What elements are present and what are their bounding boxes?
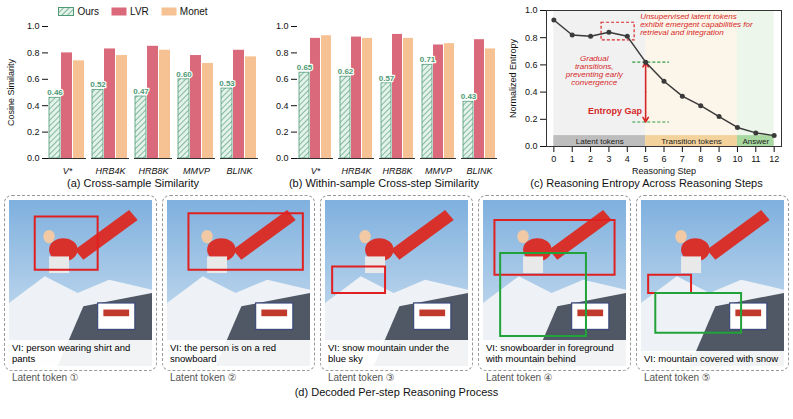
html-text:Latent token ②: Latent token ②: [170, 372, 237, 383]
svg-text:0.46: 0.46: [47, 88, 63, 97]
svg-text:6: 6: [661, 154, 666, 164]
svg-text:HRB8K: HRB8K: [382, 166, 413, 176]
svg-text:Gradualtransitions,preventing: Gradualtransitions,preventing earlyconve…: [565, 54, 624, 87]
svg-text:7: 7: [680, 154, 685, 164]
svg-text:3: 3: [606, 154, 611, 164]
svg-text:0.6: 0.6: [276, 74, 289, 84]
html-text:(b) Within-sample Cross-step S: (b) Within-sample Cross-step Similarity: [289, 177, 479, 189]
svg-text:1.0: 1.0: [525, 5, 538, 15]
svg-text:HRB4K: HRB4K: [95, 166, 126, 176]
svg-text:MMVP: MMVP: [425, 166, 452, 176]
svg-text:BLINK: BLINK: [226, 166, 253, 176]
html-text:(a) Cross-sample Similarity: (a) Cross-sample Similarity: [67, 177, 199, 189]
svg-text:V*: V*: [311, 166, 321, 176]
svg-text:BLINK: BLINK: [466, 166, 493, 176]
svg-text:12: 12: [769, 154, 779, 164]
svg-text:Unsupervised latent tokensexhi: Unsupervised latent tokensexhibit emerge…: [640, 12, 753, 37]
svg-text:0.6: 0.6: [27, 74, 40, 84]
svg-text:0.8: 0.8: [276, 48, 289, 58]
svg-text:2: 2: [588, 154, 593, 164]
html-text:(c) Reasoning Entropy Across R: (c) Reasoning Entropy Across Reasoning S…: [530, 177, 763, 189]
html-text:Latent token ①: Latent token ①: [12, 372, 79, 383]
svg-text:Entropy Gap: Entropy Gap: [588, 106, 643, 116]
svg-text:Transition tokens: Transition tokens: [661, 137, 722, 146]
svg-text:0.53: 0.53: [219, 79, 235, 88]
html-text:VI: snow mountain under the bl: VI: snow mountain under the blue sky: [328, 342, 449, 364]
svg-text:HRB4K: HRB4K: [341, 166, 372, 176]
svg-text:0.2: 0.2: [27, 127, 40, 137]
svg-text:0.62: 0.62: [338, 67, 354, 76]
html-text:Latent token ⑤: Latent token ⑤: [644, 372, 711, 383]
svg-text:HRB8K: HRB8K: [138, 166, 169, 176]
svg-text:0.8: 0.8: [27, 48, 40, 58]
svg-text:5: 5: [643, 154, 648, 164]
html-text:Monet: Monet: [179, 5, 208, 17]
svg-text:0.2: 0.2: [276, 127, 289, 137]
svg-text:MMVP: MMVP: [183, 166, 210, 176]
html-text:VI: mountain covered with snow: VI: mountain covered with snow: [644, 353, 779, 364]
svg-text:0.0: 0.0: [525, 141, 538, 151]
svg-text:0.2: 0.2: [525, 114, 538, 124]
svg-text:0.60: 0.60: [176, 70, 192, 79]
svg-text:1.0: 1.0: [276, 21, 289, 31]
svg-text:Latent tokens: Latent tokens: [576, 137, 624, 146]
svg-text:11: 11: [751, 154, 760, 164]
svg-text:0.4: 0.4: [525, 87, 538, 97]
svg-text:0.71: 0.71: [420, 55, 436, 64]
html-text:VI: the person is on a red sno: VI: the person is on a red snowboard: [170, 342, 277, 364]
svg-text:0.52: 0.52: [90, 80, 106, 89]
svg-text:8: 8: [698, 154, 703, 164]
svg-text:Reasoning Step: Reasoning Step: [632, 166, 696, 176]
svg-text:1.0: 1.0: [27, 21, 40, 31]
svg-text:0.8: 0.8: [525, 33, 538, 43]
svg-text:10: 10: [732, 154, 742, 164]
html-text:Latent token ④: Latent token ④: [486, 372, 553, 383]
svg-text:Cosine Similarity: Cosine Similarity: [6, 58, 16, 126]
svg-text:Answer: Answer: [742, 137, 769, 146]
svg-text:0.4: 0.4: [276, 101, 289, 111]
html-text:VI: snowboarder in foreground: VI: snowboarder in foreground with mount…: [486, 342, 614, 364]
html-text:(d) Decoded Per-step Reasoning: (d) Decoded Per-step Reasoning Process: [294, 386, 499, 398]
svg-text:0.4: 0.4: [27, 101, 40, 111]
svg-text:0.6: 0.6: [525, 60, 538, 70]
html-text:Ours: Ours: [77, 5, 100, 17]
svg-text:9: 9: [717, 154, 722, 164]
svg-text:4: 4: [625, 154, 630, 164]
svg-text:0.0: 0.0: [276, 153, 289, 163]
svg-text:0: 0: [551, 154, 556, 164]
svg-text:0.65: 0.65: [297, 63, 313, 72]
svg-text:0.43: 0.43: [461, 92, 477, 101]
svg-text:1: 1: [570, 154, 575, 164]
svg-text:0.47: 0.47: [133, 87, 149, 96]
html-text:VI: person wearing shirt and p: VI: person wearing shirt and pants: [12, 342, 131, 364]
svg-text:Normalized Entropy: Normalized Entropy: [508, 38, 518, 118]
html-text:Latent token ③: Latent token ③: [328, 372, 395, 383]
svg-text:0.0: 0.0: [27, 153, 40, 163]
html-text:LVR: LVR: [130, 5, 149, 17]
svg-text:0.57: 0.57: [379, 74, 395, 83]
svg-text:V*: V*: [63, 166, 73, 176]
